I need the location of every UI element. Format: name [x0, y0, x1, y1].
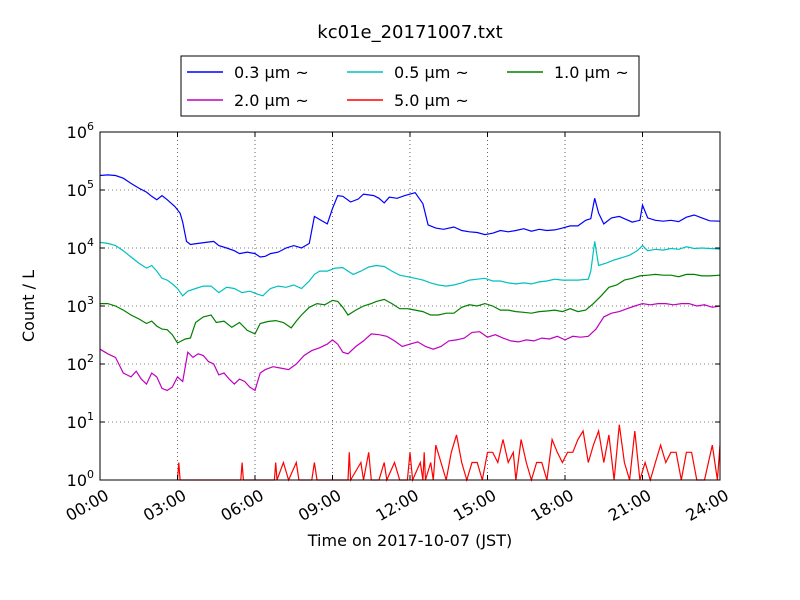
x-tick-label: 09:00 — [295, 485, 344, 525]
y-tick-label: 106 — [67, 120, 94, 142]
x-tick-label: 15:00 — [450, 485, 499, 525]
y-tick-labels: 100 101 102 103 104 105 106 — [67, 120, 94, 490]
chart-title: kc01e_20171007.txt — [317, 22, 502, 43]
legend-label: 0.5 μm ~ — [394, 63, 469, 82]
series-line-1 — [99, 174, 721, 258]
legend-label: 5.0 μm ~ — [394, 91, 469, 110]
x-tick-label: 24:00 — [683, 485, 732, 525]
x-tick-label: 06:00 — [218, 485, 267, 525]
x-axis-label: Time on 2017-10-07 (JST) — [307, 531, 512, 550]
legend: 0.3 μm ~ 0.5 μm ~ 1.0 μm ~ 2.0 μm ~ 5.0 μm ~ — [180, 55, 640, 117]
legend-label: 0.3 μm ~ — [234, 63, 309, 82]
legend-label: 2.0 μm ~ — [234, 91, 309, 110]
legend-frame — [180, 55, 640, 117]
y-tick-label: 100 — [67, 468, 94, 490]
y-tick-label: 104 — [67, 236, 94, 258]
x-tick-label: 18:00 — [528, 485, 577, 525]
tick-marks — [99, 131, 721, 481]
legend-label: 1.0 μm ~ — [554, 63, 629, 82]
series-line-2 — [99, 241, 721, 297]
y-tick-label: 102 — [67, 352, 94, 374]
grid-lines — [100, 132, 720, 480]
x-tick-label: 00:00 — [63, 485, 112, 525]
series-line-5 — [176, 424, 721, 483]
y-tick-label: 103 — [67, 294, 94, 316]
x-tick-label: 03:00 — [140, 485, 189, 525]
x-tick-labels: 00:00 03:00 06:00 09:00 12:00 15:00 18:00 21:00… — [63, 485, 732, 525]
y-tick-label: 101 — [67, 410, 94, 432]
series-line-4 — [99, 302, 721, 392]
y-axis-label: Count / L — [19, 270, 38, 342]
x-tick-label: 12:00 — [373, 485, 422, 525]
series-line-3 — [100, 273, 721, 344]
y-tick-label: 105 — [67, 178, 94, 200]
x-tick-label: 21:00 — [605, 485, 654, 525]
